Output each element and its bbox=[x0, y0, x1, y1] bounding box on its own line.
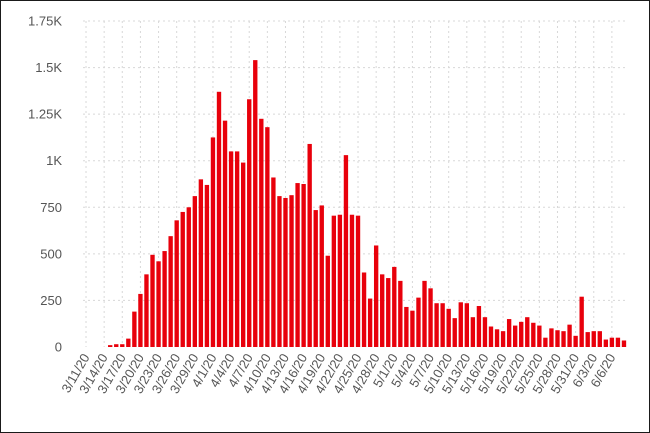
bar bbox=[295, 183, 300, 347]
bar bbox=[585, 332, 590, 347]
bar bbox=[422, 280, 427, 347]
bar bbox=[186, 207, 191, 347]
bar bbox=[392, 266, 397, 347]
bar bbox=[114, 344, 119, 347]
bar bbox=[428, 288, 433, 347]
bar bbox=[234, 151, 240, 347]
bar bbox=[174, 220, 179, 347]
bar bbox=[355, 215, 361, 347]
bar bbox=[609, 337, 615, 347]
bar bbox=[500, 331, 506, 347]
bar bbox=[210, 137, 216, 347]
bar bbox=[277, 196, 282, 347]
y-tick-label: 1.75K bbox=[28, 14, 62, 29]
bar bbox=[259, 118, 264, 347]
y-tick-label: 500 bbox=[40, 246, 62, 261]
bar bbox=[253, 60, 258, 348]
bar bbox=[180, 211, 185, 347]
bar bbox=[404, 306, 409, 347]
bar bbox=[313, 210, 318, 347]
y-tick-label: 1.25K bbox=[28, 107, 62, 122]
bar bbox=[247, 99, 252, 348]
bar bbox=[476, 306, 482, 347]
y-tick-label: 250 bbox=[40, 293, 62, 308]
bar bbox=[331, 215, 337, 347]
bar bbox=[398, 280, 403, 347]
bar bbox=[458, 302, 463, 347]
bar bbox=[434, 303, 439, 347]
bar bbox=[216, 91, 222, 347]
bar bbox=[132, 311, 137, 347]
bar bbox=[482, 317, 488, 347]
bar bbox=[271, 177, 276, 347]
bar bbox=[307, 143, 312, 347]
bar bbox=[410, 310, 415, 347]
bar bbox=[579, 296, 584, 347]
bar bbox=[349, 214, 355, 347]
y-tick-label: 1K bbox=[46, 153, 62, 168]
bar bbox=[494, 329, 500, 347]
bar bbox=[519, 321, 524, 347]
bar bbox=[621, 340, 627, 347]
bar bbox=[343, 155, 349, 347]
bar bbox=[561, 331, 566, 347]
bar bbox=[597, 331, 602, 347]
bar bbox=[452, 318, 457, 347]
y-tick-label: 1.5K bbox=[35, 60, 62, 75]
bar bbox=[380, 274, 385, 347]
bar bbox=[361, 272, 367, 347]
bar bbox=[156, 261, 161, 347]
bar bbox=[192, 196, 197, 347]
bar bbox=[446, 308, 451, 347]
y-tick-label: 0 bbox=[55, 340, 62, 355]
bar bbox=[573, 335, 578, 347]
bar bbox=[144, 274, 149, 347]
bar bbox=[228, 151, 234, 347]
bar bbox=[373, 245, 379, 347]
bar bbox=[440, 303, 445, 347]
bar bbox=[603, 339, 609, 347]
bar bbox=[525, 317, 530, 347]
bar bbox=[204, 184, 210, 347]
bar bbox=[367, 298, 373, 347]
bar bbox=[283, 197, 288, 347]
bar bbox=[108, 345, 113, 347]
bar bbox=[488, 326, 494, 347]
bar bbox=[289, 195, 294, 347]
bar bbox=[386, 278, 391, 347]
bar bbox=[555, 330, 560, 347]
bar bbox=[150, 254, 155, 347]
bar bbox=[162, 251, 167, 347]
bar bbox=[567, 324, 572, 347]
bar bbox=[241, 162, 246, 347]
bar bbox=[537, 325, 542, 347]
bar bbox=[126, 338, 131, 347]
bar bbox=[543, 337, 548, 347]
bar bbox=[325, 255, 330, 347]
bar bbox=[198, 179, 204, 347]
bar bbox=[615, 337, 621, 347]
bar bbox=[265, 127, 270, 348]
bar bbox=[416, 297, 421, 347]
bar bbox=[138, 293, 143, 347]
bar bbox=[591, 331, 596, 347]
bar bbox=[506, 319, 512, 347]
bar bbox=[168, 236, 173, 347]
bar bbox=[301, 184, 306, 347]
bar bbox=[531, 322, 536, 347]
bar bbox=[470, 317, 476, 347]
bar bbox=[549, 328, 554, 347]
y-tick-label: 750 bbox=[40, 200, 62, 215]
bar bbox=[337, 214, 343, 347]
bar bbox=[513, 325, 518, 347]
bar bbox=[120, 344, 125, 347]
bar bbox=[464, 303, 469, 347]
bar bbox=[222, 120, 228, 347]
bar bbox=[319, 205, 324, 347]
